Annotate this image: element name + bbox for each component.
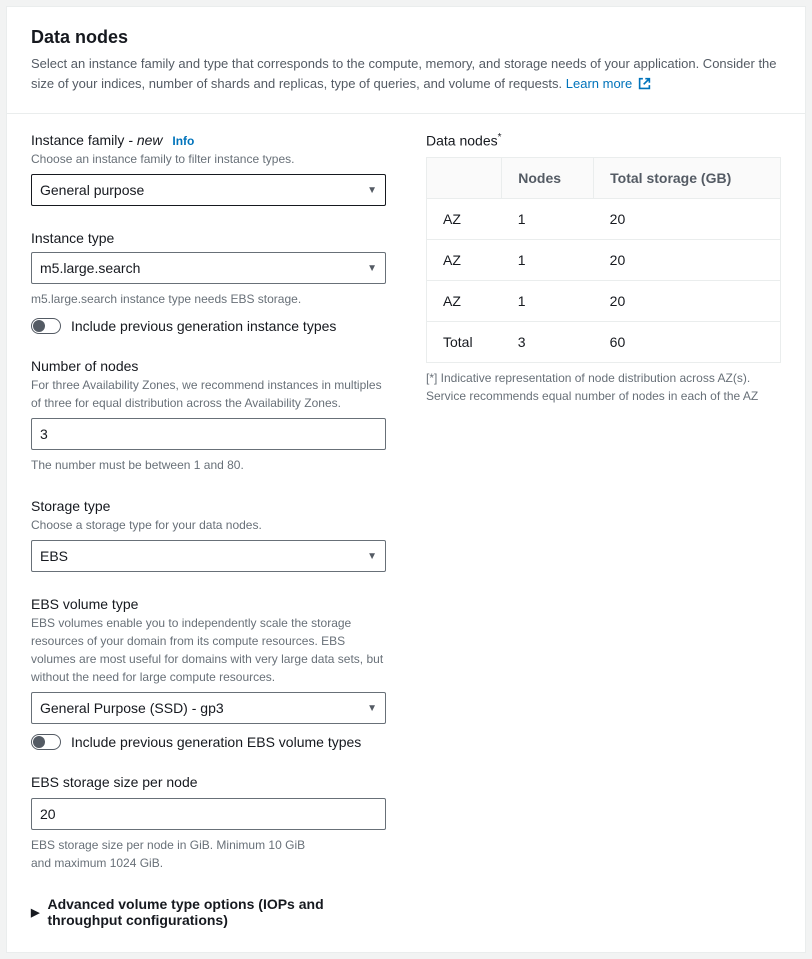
instance-family-label: Instance family — [31, 132, 124, 148]
instance-type-select[interactable]: m5.large.search ▼ — [31, 252, 386, 284]
table-row: AZ 1 20 — [427, 280, 781, 321]
ebs-volume-type-select[interactable]: General Purpose (SSD) - gp3 ▼ — [31, 692, 386, 724]
table-row: AZ 1 20 — [427, 198, 781, 239]
ebs-storage-size-hint: EBS storage size per node in GiB. Minimu… — [31, 836, 311, 872]
table-row: AZ 1 20 — [427, 239, 781, 280]
instance-family-field: Instance family - new Info Choose an ins… — [31, 132, 386, 206]
instance-type-label: Instance type — [31, 230, 114, 246]
external-link-icon — [638, 76, 651, 96]
summary-column: Data nodes* Nodes Total storage (GB) AZ … — [426, 132, 781, 928]
num-nodes-hint: For three Availability Zones, we recomme… — [31, 376, 386, 412]
chevron-down-icon: ▼ — [367, 263, 377, 274]
table-header-empty — [427, 157, 502, 198]
prev-gen-instance-toggle[interactable] — [31, 318, 61, 334]
new-badge: - new — [128, 132, 162, 148]
instance-type-hint: m5.large.search instance type needs EBS … — [31, 290, 386, 308]
prev-gen-ebs-toggle[interactable] — [31, 734, 61, 750]
num-nodes-label: Number of nodes — [31, 358, 138, 374]
storage-type-select[interactable]: EBS ▼ — [31, 540, 386, 572]
ebs-volume-type-hint: EBS volumes enable you to independently … — [31, 614, 386, 686]
storage-type-field: Storage type Choose a storage type for y… — [31, 498, 386, 572]
caret-right-icon: ▶ — [31, 906, 39, 919]
ebs-storage-size-label: EBS storage size per node — [31, 774, 198, 790]
data-nodes-panel: Data nodes Select an instance family and… — [6, 6, 806, 953]
ebs-storage-size-field: EBS storage size per node EBS storage si… — [31, 774, 386, 872]
instance-type-field: Instance type m5.large.search ▼ m5.large… — [31, 230, 386, 334]
prev-gen-instance-toggle-label: Include previous generation instance typ… — [71, 318, 336, 334]
panel-title: Data nodes — [31, 27, 781, 48]
form-column: Instance family - new Info Choose an ins… — [31, 132, 386, 928]
summary-title: Data nodes* — [426, 132, 781, 149]
num-nodes-constraint: The number must be between 1 and 80. — [31, 456, 386, 474]
prev-gen-ebs-toggle-label: Include previous generation EBS volume t… — [71, 734, 361, 750]
info-link[interactable]: Info — [172, 134, 194, 148]
chevron-down-icon: ▼ — [367, 185, 377, 196]
learn-more-link[interactable]: Learn more — [566, 76, 651, 91]
panel-header: Data nodes Select an instance family and… — [7, 7, 805, 114]
table-footnote: [*] Indicative representation of node di… — [426, 369, 781, 405]
data-nodes-table: Nodes Total storage (GB) AZ 1 20 AZ 1 20 — [426, 157, 781, 363]
storage-type-hint: Choose a storage type for your data node… — [31, 516, 386, 534]
storage-type-label: Storage type — [31, 498, 110, 514]
table-header-storage: Total storage (GB) — [594, 157, 781, 198]
panel-body: Instance family - new Info Choose an ins… — [7, 114, 805, 952]
ebs-volume-type-field: EBS volume type EBS volumes enable you t… — [31, 596, 386, 750]
ebs-volume-type-label: EBS volume type — [31, 596, 138, 612]
ebs-storage-size-input[interactable] — [31, 798, 386, 830]
table-row-total: Total 3 60 — [427, 321, 781, 362]
num-nodes-field: Number of nodes For three Availability Z… — [31, 358, 386, 474]
chevron-down-icon: ▼ — [367, 703, 377, 714]
asterisk: * — [498, 132, 502, 143]
chevron-down-icon: ▼ — [367, 551, 377, 562]
advanced-options-expander[interactable]: ▶ Advanced volume type options (IOPs and… — [31, 896, 386, 928]
instance-family-hint: Choose an instance family to filter inst… — [31, 150, 386, 168]
panel-description: Select an instance family and type that … — [31, 54, 781, 95]
table-header-nodes: Nodes — [502, 157, 594, 198]
instance-family-select[interactable]: General purpose ▼ — [31, 174, 386, 206]
num-nodes-input[interactable] — [31, 418, 386, 450]
